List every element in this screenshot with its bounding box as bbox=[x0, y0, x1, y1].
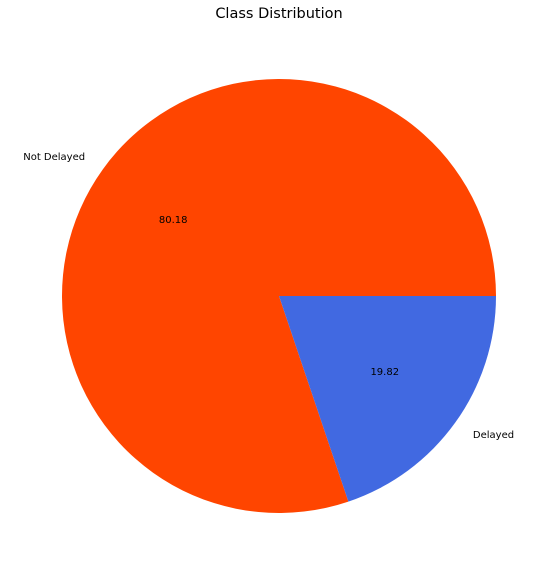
pie-labels: Not Delayed 80.18 Delayed 19.82 bbox=[23, 152, 514, 441]
chart-title: Class Distribution bbox=[215, 6, 342, 22]
slice-percent-not-delayed: 80.18 bbox=[159, 215, 188, 226]
slice-percent-delayed: 19.82 bbox=[370, 367, 399, 378]
slice-label-delayed: Delayed bbox=[473, 430, 514, 441]
pie-slice-delayed bbox=[279, 296, 497, 502]
slice-label-not-delayed: Not Delayed bbox=[23, 152, 85, 163]
pie-slices bbox=[62, 78, 497, 514]
pie-slice-not-delayed bbox=[62, 78, 497, 514]
